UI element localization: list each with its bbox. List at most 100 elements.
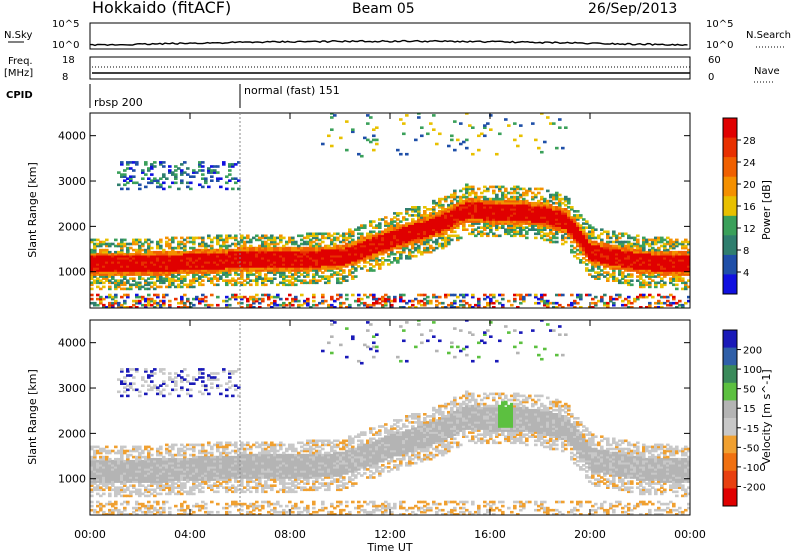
power-cell <box>672 273 676 276</box>
power-cell <box>150 285 154 289</box>
power-cell <box>600 232 604 236</box>
power-cell <box>234 181 238 185</box>
power-cell <box>570 303 574 307</box>
velocity-cell <box>132 368 136 371</box>
velocity-cell <box>99 447 103 451</box>
power-cell <box>678 263 682 266</box>
power-cell <box>678 277 682 280</box>
power-cell <box>180 259 184 262</box>
power-cell <box>474 197 478 201</box>
power-cell <box>402 216 406 219</box>
power-cell <box>111 267 115 270</box>
power-cell <box>126 177 130 180</box>
power-cell <box>609 254 613 258</box>
power-cell <box>660 267 664 270</box>
power-cell <box>513 208 517 211</box>
power-cell <box>513 191 517 195</box>
power-cell <box>513 222 517 225</box>
power-cell <box>591 259 595 262</box>
power-cell <box>684 283 688 287</box>
power-cell <box>231 279 235 282</box>
power-cell <box>432 206 436 209</box>
power-cell <box>375 248 379 252</box>
power-cell <box>666 269 670 272</box>
power-cell <box>375 244 379 248</box>
power-cell <box>288 265 292 268</box>
power-cell <box>201 271 205 274</box>
power-cell <box>477 210 481 213</box>
power-cell <box>180 181 184 185</box>
power-cell <box>474 222 478 225</box>
power-cell <box>153 299 157 303</box>
power-cell <box>615 240 619 244</box>
power-cell <box>669 261 673 264</box>
power-cell <box>600 248 604 252</box>
power-cell <box>519 218 523 221</box>
power-cell <box>609 246 613 250</box>
power-cell <box>594 248 598 252</box>
velocity-cell <box>99 478 103 481</box>
power-cell <box>276 236 280 240</box>
power-cell <box>339 259 343 262</box>
power-cell <box>585 220 589 223</box>
power-cell <box>501 222 505 225</box>
power-cell <box>171 259 175 262</box>
power-cell <box>390 299 394 303</box>
power-cell <box>501 201 505 205</box>
power-cell <box>555 232 559 236</box>
power-cell <box>111 303 115 307</box>
velocity-cell <box>132 464 136 467</box>
power-cell <box>438 218 442 221</box>
power-cell <box>123 169 127 172</box>
power-cell <box>507 201 511 205</box>
power-cell <box>609 299 613 303</box>
power-cell <box>531 212 535 215</box>
power-cell <box>105 248 109 252</box>
power-cell <box>198 281 202 285</box>
power-cell <box>117 283 121 287</box>
power-cell <box>405 234 409 238</box>
power-cell <box>579 230 583 234</box>
power-cell <box>246 273 250 276</box>
power-cell <box>237 295 241 299</box>
power-cell <box>612 279 616 282</box>
power-cell <box>636 242 640 246</box>
power-cell <box>447 216 451 219</box>
power-cell <box>474 216 478 219</box>
power-cell <box>417 246 421 250</box>
power-cell <box>405 152 409 156</box>
power-cell <box>246 257 250 260</box>
power-cell <box>90 283 94 287</box>
power-cell <box>423 240 427 244</box>
power-cell <box>663 271 667 274</box>
power-cell <box>390 252 394 256</box>
power-cell <box>672 301 676 305</box>
power-cell <box>99 271 103 274</box>
power-cell <box>255 252 259 256</box>
power-cell <box>252 248 256 252</box>
power-cell <box>111 254 115 258</box>
power-cell <box>96 273 100 276</box>
power-cell <box>402 246 406 250</box>
power-cell <box>567 232 571 236</box>
power-cell <box>546 201 550 205</box>
power-cell <box>636 257 640 260</box>
power-cell <box>384 246 388 250</box>
power-cell <box>324 232 328 236</box>
power-cell <box>486 208 490 211</box>
power-cell <box>459 122 463 125</box>
velocity-cell <box>135 506 139 510</box>
power-cell <box>234 271 238 274</box>
power-cell <box>264 259 268 262</box>
power-cell <box>90 265 94 268</box>
freq-tick-bottom: 8 <box>62 72 68 83</box>
power-cell <box>600 240 604 244</box>
power-cell <box>339 252 343 256</box>
velocity-cell <box>135 488 139 492</box>
power-cell <box>366 254 370 258</box>
power-cell <box>606 252 610 256</box>
power-cell <box>549 203 553 207</box>
power-cell <box>150 250 154 254</box>
power-cell <box>156 295 160 299</box>
